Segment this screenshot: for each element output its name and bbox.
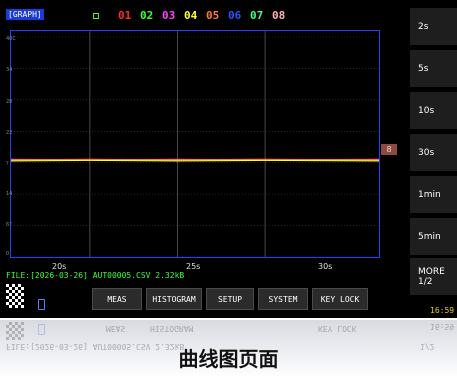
reflected-meas-label: MEAS	[106, 324, 126, 333]
time-button-5s[interactable]: 5s	[410, 50, 457, 88]
channel-label-06[interactable]: 06	[228, 9, 242, 22]
y-tick-label: 34	[6, 67, 13, 73]
more-button-page: 1/2	[418, 276, 433, 287]
plot-frame	[10, 30, 380, 258]
x-tick-label: 20s	[52, 262, 67, 271]
top-status-bar: [GRAPH] 01 02 03 04 05 06 07 08	[0, 0, 400, 22]
more-button[interactable]: MORE 1/2	[410, 258, 457, 296]
reflected-usb-icon	[38, 324, 45, 335]
time-button-30s[interactable]: 30s	[410, 134, 457, 172]
usb-drive-icon	[38, 299, 45, 310]
time-button-5min[interactable]: 5min	[410, 218, 457, 256]
channel-label-07[interactable]: 07	[250, 9, 264, 22]
y-tick-label: ?	[6, 161, 9, 167]
y-tick-label: 6?	[6, 222, 12, 228]
reflection-background	[0, 320, 457, 378]
graph-mode-label: [GRAPH]	[6, 9, 44, 20]
channel-label-08[interactable]: 08	[272, 9, 286, 22]
system-button[interactable]: SYSTEM	[258, 288, 308, 310]
time-button-10s[interactable]: 10s	[410, 92, 457, 130]
screen-reflection: MEAS HISTOGRAM KEY LOCK FILE:[2026-03-26…	[0, 320, 457, 378]
reflected-histogram-label: HISTOGRAM	[150, 324, 194, 333]
waveform-chart[interactable]	[0, 0, 410, 270]
y-tick-label: 22	[6, 130, 13, 136]
channel-label-05[interactable]: 05	[206, 9, 220, 22]
time-button-1min[interactable]: 1min	[410, 176, 457, 214]
time-button-2s[interactable]: 2s	[410, 8, 457, 46]
reflected-key-lock-label: KEY LOCK	[318, 324, 357, 333]
device-screen: [GRAPH] 01 02 03 04 05 06 07 08 40C 34 2…	[0, 0, 457, 318]
clock-display: 16:59	[430, 306, 455, 315]
reflected-clock: 16:59	[430, 322, 455, 331]
x-tick-label: 30s	[318, 262, 333, 271]
recording-indicator-icon	[93, 13, 99, 19]
series-line-5	[10, 158, 380, 161]
more-button-label: MORE	[418, 266, 445, 277]
file-status-text: FILE:[2026-03-26] AUT00005.CSV 2.32kB	[6, 271, 185, 280]
y-tick-label: 0	[6, 251, 10, 257]
y-tick-label: 40C	[6, 36, 16, 42]
channel-label-04[interactable]: 04	[184, 9, 198, 22]
reflected-qr-icon	[6, 322, 24, 340]
meas-button[interactable]: MEAS	[92, 288, 142, 310]
series-line-4	[10, 159, 380, 162]
channel-label-02[interactable]: 02	[140, 9, 154, 22]
y-tick-label: 14	[6, 191, 13, 197]
qr-code-icon	[6, 284, 24, 308]
channel-8-marker[interactable]: 8	[381, 144, 397, 155]
time-base-panel: 2s 5s 10s 30s 1min 5min MORE 1/2	[410, 0, 457, 318]
key-lock-button[interactable]: KEY LOCK	[312, 288, 368, 310]
histogram-button[interactable]: HISTOGRAM	[146, 288, 202, 310]
channel-label-01[interactable]: 01	[118, 9, 132, 22]
y-tick-label: 28	[6, 99, 13, 105]
setup-button[interactable]: SETUP	[206, 288, 254, 310]
x-tick-label: 25s	[186, 262, 201, 271]
channel-label-03[interactable]: 03	[162, 9, 176, 22]
page-caption: 曲线图页面	[178, 347, 279, 371]
